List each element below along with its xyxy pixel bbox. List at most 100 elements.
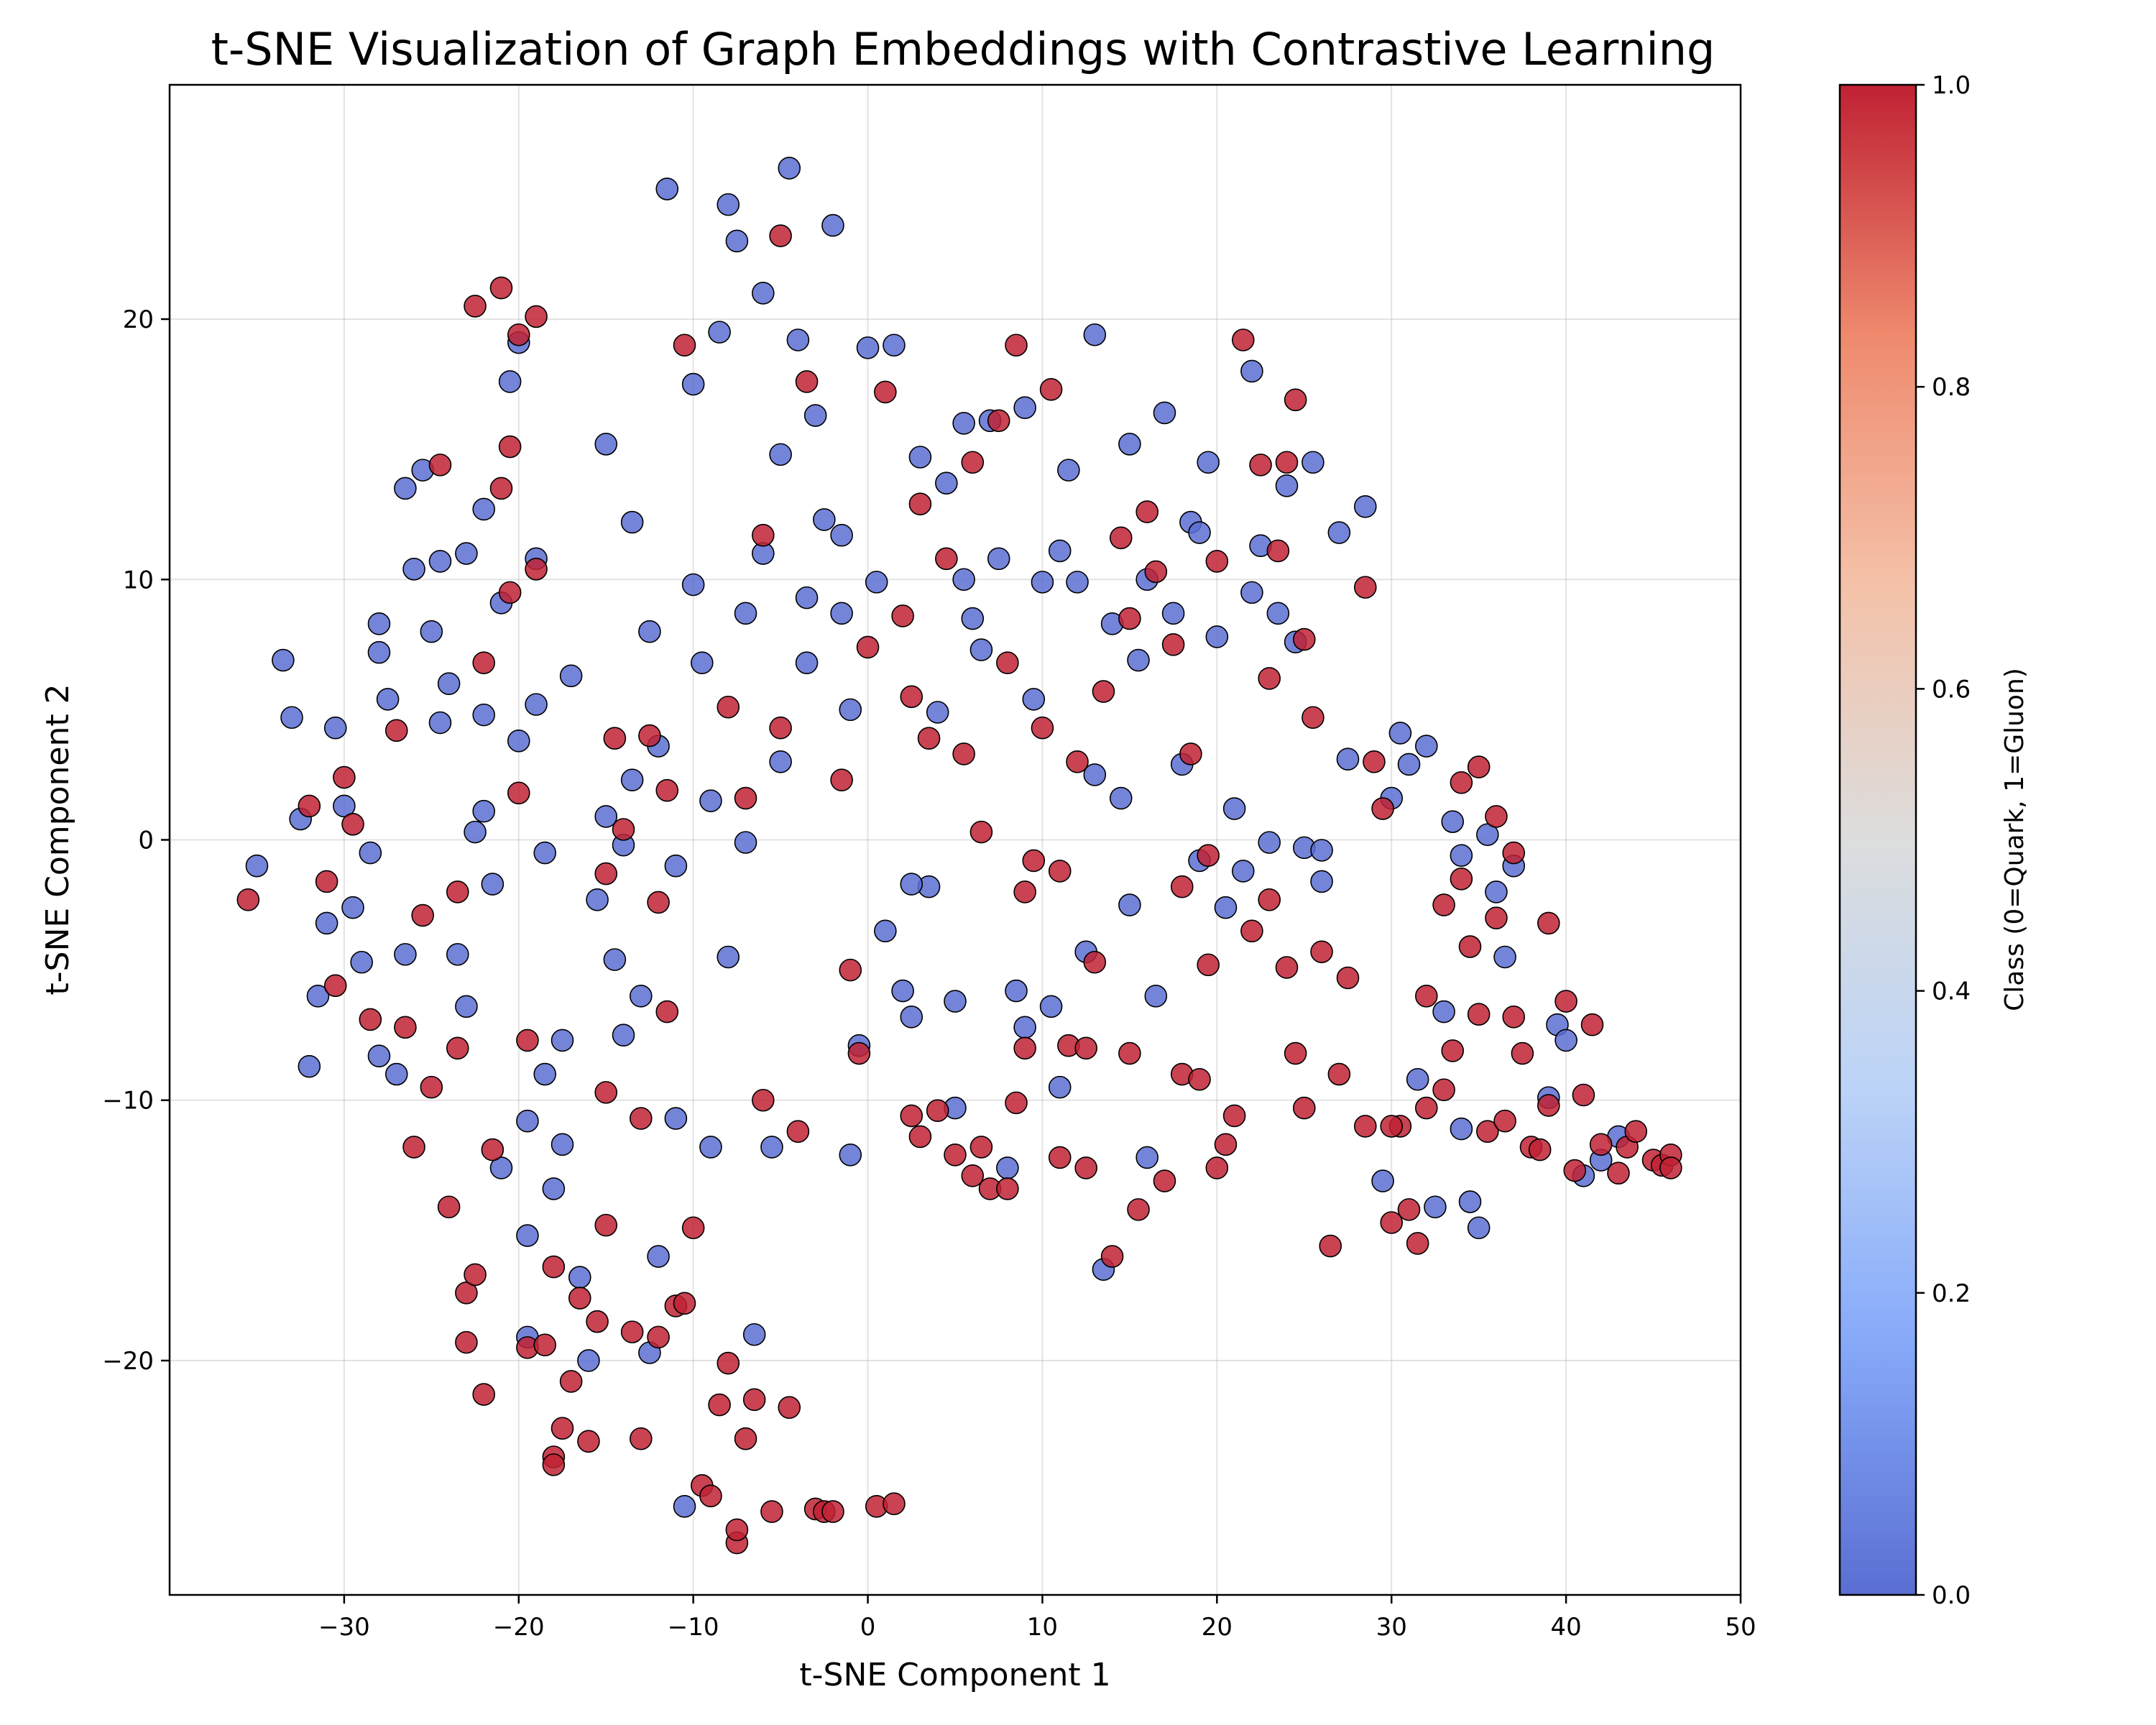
x-axis: −30 −20 −10 0 10 20 30 40 50	[318, 1595, 1756, 1642]
gluon-point	[1659, 1156, 1682, 1179]
quark-point	[603, 948, 627, 971]
quark-point	[944, 990, 967, 1013]
quark-point	[516, 1224, 539, 1247]
gluon-point	[525, 557, 548, 581]
gluon-point	[542, 1453, 566, 1476]
gluon-point	[341, 812, 364, 836]
quark-point	[786, 328, 810, 351]
quark-point	[681, 372, 705, 396]
quark-point	[323, 716, 347, 740]
colorbar-tick-label: 0.0	[1932, 1581, 1971, 1610]
quark-point	[769, 443, 792, 466]
quark-point	[577, 1349, 600, 1372]
gluon-point	[883, 1492, 906, 1516]
y-tick-label: 0	[138, 827, 154, 855]
gluon-point	[594, 1213, 618, 1237]
quark-point	[489, 1156, 513, 1179]
quark-point	[647, 1245, 670, 1268]
quark-point	[1336, 748, 1360, 771]
gluon-point	[1363, 750, 1386, 773]
gluon-point	[1222, 1104, 1246, 1128]
quark-point	[1118, 893, 1141, 916]
gluon-point	[1092, 680, 1115, 703]
y-tick-label: −10	[102, 1087, 154, 1116]
gluon-point	[1458, 935, 1482, 958]
gluon-point	[847, 1041, 871, 1065]
quark-point	[900, 1006, 923, 1029]
gluon-point	[384, 719, 408, 742]
quark-point	[367, 640, 391, 664]
quark-point	[472, 703, 496, 727]
gluon-point	[961, 451, 985, 474]
quark-point	[472, 497, 496, 521]
gluon-point	[428, 454, 452, 477]
gluon-point	[1353, 1115, 1377, 1138]
gluon-point	[420, 1075, 443, 1099]
gluon-point	[507, 781, 530, 805]
x-tick-label: 10	[1027, 1613, 1058, 1642]
gluon-point	[1144, 560, 1168, 584]
quark-point	[1450, 844, 1473, 868]
gluon-point	[1118, 607, 1141, 630]
quark-point	[394, 943, 417, 966]
quark-point	[629, 985, 653, 1008]
x-tick-label: −30	[318, 1613, 370, 1642]
quark-point	[969, 638, 993, 661]
quark-point	[1118, 433, 1141, 456]
gluon-point	[786, 1120, 810, 1144]
gluon-point	[394, 1016, 417, 1039]
gluon-point	[1240, 919, 1263, 943]
quark-point	[1013, 396, 1036, 419]
quark-point	[1083, 323, 1107, 346]
quark-point	[1240, 359, 1263, 383]
gluon-point	[952, 742, 975, 765]
quark-point	[315, 911, 338, 935]
quark-point	[717, 945, 740, 969]
quark-point	[1222, 797, 1246, 820]
gluon-point	[402, 1136, 425, 1159]
gluon-point	[1197, 953, 1220, 977]
gluon-point	[1161, 633, 1185, 656]
data-points	[236, 157, 1682, 1555]
gluon-point	[525, 305, 548, 328]
gluon-point	[594, 1081, 618, 1104]
gluon-point	[839, 958, 862, 982]
quark-point	[952, 412, 975, 435]
quark-point	[1371, 1169, 1394, 1192]
gluon-point	[1380, 1211, 1404, 1234]
quark-point	[1415, 735, 1438, 758]
gluon-point	[594, 862, 618, 886]
gluon-point	[1292, 627, 1316, 651]
gluon-point	[516, 1029, 539, 1052]
gluon-point	[742, 1388, 766, 1412]
quark-point	[333, 794, 356, 818]
gluon-point	[1502, 1006, 1526, 1029]
quark-point	[533, 841, 557, 865]
gluon-point	[1249, 454, 1272, 477]
gluon-point	[1319, 1234, 1342, 1258]
quark-point	[795, 651, 819, 674]
gluon-point	[472, 1383, 496, 1406]
gluon-point	[969, 820, 993, 844]
gluon-point	[717, 1351, 740, 1375]
gluon-point	[1580, 1013, 1604, 1036]
gluon-point	[944, 1144, 967, 1167]
gluon-point	[1397, 1198, 1421, 1221]
gluon-point	[550, 1417, 574, 1440]
gluon-point	[1327, 1062, 1351, 1086]
quark-point	[464, 820, 487, 844]
quark-point	[455, 542, 478, 565]
gluon-point	[795, 370, 819, 393]
quark-point	[359, 841, 382, 865]
gluon-point	[559, 1370, 583, 1393]
gluon-point	[830, 768, 853, 791]
gluon-point	[498, 435, 522, 459]
gluon-point	[464, 295, 487, 318]
gluon-point	[629, 1427, 653, 1450]
gluon-point	[489, 477, 513, 500]
colorbar-gradient	[1838, 83, 1917, 1596]
gluon-point	[1013, 1036, 1036, 1060]
gluon-point	[1205, 550, 1229, 573]
gluon-point	[1467, 755, 1491, 778]
quark-point	[778, 157, 801, 180]
